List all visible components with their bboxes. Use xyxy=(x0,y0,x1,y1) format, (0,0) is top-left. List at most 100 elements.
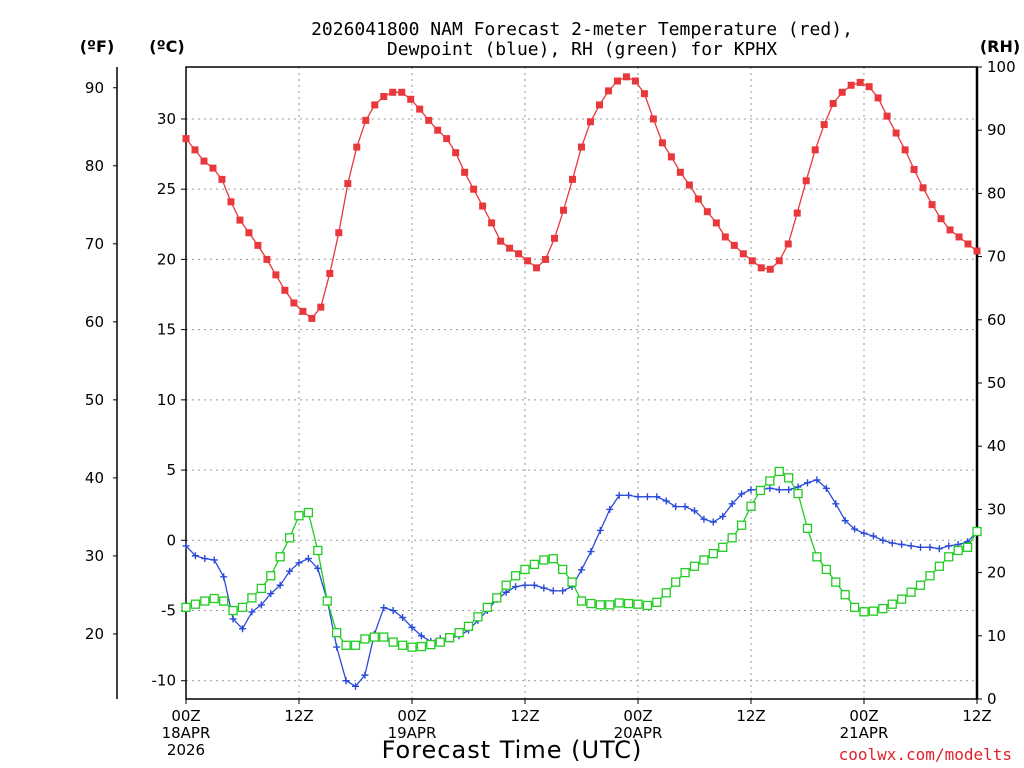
dewpoint-point xyxy=(399,614,407,622)
dewpoint-point xyxy=(672,503,680,511)
dewpoint-point xyxy=(681,503,689,511)
temperature-point xyxy=(595,101,603,109)
dewpoint-point xyxy=(879,536,887,544)
temperature-point xyxy=(335,229,343,237)
temperature-point xyxy=(901,146,909,154)
tick-labels: 302520151050-5-1090807060504030200102030… xyxy=(85,58,1016,759)
dewpoint-point xyxy=(342,677,350,685)
x-tick-label: 12Z xyxy=(962,707,991,725)
rh-point xyxy=(360,634,370,644)
rh-point xyxy=(501,580,511,590)
rh-point xyxy=(567,577,577,587)
temperature-point xyxy=(353,143,361,151)
temperature-point xyxy=(613,77,621,85)
dewpoint-point xyxy=(766,484,774,492)
temperature-line xyxy=(185,76,978,320)
dewpoint-point xyxy=(785,486,793,494)
rh-point xyxy=(718,542,728,552)
dewpoint-point xyxy=(248,608,256,616)
dewpoint-point xyxy=(898,541,906,549)
fahrenheit-tick-label: 20 xyxy=(85,625,104,643)
dewpoint-point xyxy=(775,486,783,494)
rh-point xyxy=(463,621,474,631)
dewpoint-point xyxy=(653,493,661,501)
x-tick-label: 00Z 20APR xyxy=(614,707,663,742)
dewpoint-point xyxy=(860,529,868,537)
temperature-point xyxy=(757,264,765,272)
temperature-point xyxy=(883,112,891,120)
rh-point xyxy=(906,587,916,597)
rh-point xyxy=(878,603,888,614)
rh-point xyxy=(793,488,803,499)
dewpoint-point xyxy=(935,545,943,553)
temperature-point xyxy=(524,257,532,265)
rh-point xyxy=(849,602,860,613)
rh-line xyxy=(185,470,978,648)
temperature-point xyxy=(380,92,388,100)
dewpoint-point xyxy=(587,548,595,556)
temperature-point xyxy=(820,121,828,129)
dewpoint-point xyxy=(314,564,322,572)
dewpoint-point xyxy=(191,552,199,560)
dewpoint-point xyxy=(728,500,736,508)
temperature-point xyxy=(964,240,972,248)
rh-point xyxy=(322,596,332,606)
rh-tick-label: 0 xyxy=(987,690,997,708)
rh-point xyxy=(341,640,351,650)
x-tick-label: 12Z xyxy=(284,707,313,725)
temperature-point xyxy=(847,81,855,89)
fahrenheit-tick-label: 70 xyxy=(85,235,104,253)
temperature-point xyxy=(398,88,406,96)
temperature-point xyxy=(937,215,945,223)
temperature-point xyxy=(766,265,774,273)
rh-point xyxy=(708,548,718,559)
temperature-point xyxy=(649,115,657,123)
dewpoint-point xyxy=(229,615,237,623)
temperature-point xyxy=(362,116,370,124)
rh-tick-label: 60 xyxy=(987,311,1006,329)
rh-point xyxy=(237,602,248,613)
data-series xyxy=(181,73,982,690)
temperature-point xyxy=(515,250,523,258)
dewpoint-point xyxy=(813,476,821,484)
temperature-point xyxy=(631,77,639,85)
temperature-point xyxy=(425,116,433,124)
dewpoint-point xyxy=(549,587,557,595)
temperature-point xyxy=(506,244,514,252)
dewpoint-point xyxy=(408,623,416,631)
temperature-point xyxy=(811,146,819,154)
x-tick-label: 12Z xyxy=(736,707,765,725)
rh-point xyxy=(689,561,700,571)
rh-point xyxy=(397,640,408,650)
dewpoint-point xyxy=(634,493,642,501)
fahrenheit-tick-label: 50 xyxy=(85,391,104,409)
temperature-point xyxy=(640,90,648,98)
temperature-point xyxy=(622,73,630,81)
rh-point xyxy=(520,564,530,575)
rh-point xyxy=(275,552,285,562)
rh-point xyxy=(209,593,219,604)
dewpoint-point xyxy=(747,486,755,494)
x-tick-label: 12Z xyxy=(510,707,539,725)
dewpoint-point xyxy=(352,682,359,690)
temperature-point xyxy=(371,101,379,109)
dewpoint-point xyxy=(333,643,341,651)
rh-point xyxy=(699,555,709,565)
dewpoint-point xyxy=(239,625,246,633)
dewpoint-point xyxy=(276,581,284,589)
fahrenheit-tick-label: 30 xyxy=(85,547,104,565)
rh-point xyxy=(774,466,784,477)
rh-point xyxy=(652,597,662,607)
dewpoint-point xyxy=(719,512,727,520)
chart-title-line-1: 2026041800 NAM Forecast 2-meter Temperat… xyxy=(311,19,853,40)
dewpoint-point xyxy=(832,500,840,508)
rh-point xyxy=(454,627,464,638)
temperature-point xyxy=(326,269,334,277)
dewpoint-point xyxy=(917,543,924,551)
dewpoint-point xyxy=(738,490,746,498)
rh-point xyxy=(727,533,737,543)
rh-point xyxy=(746,501,756,511)
temperature-point xyxy=(407,95,415,103)
rh-point xyxy=(379,632,389,642)
temperature-point xyxy=(775,257,783,265)
